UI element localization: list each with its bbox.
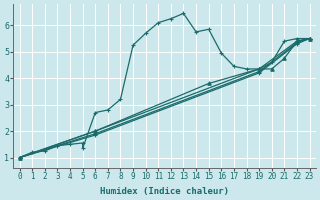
X-axis label: Humidex (Indice chaleur): Humidex (Indice chaleur)	[100, 187, 229, 196]
